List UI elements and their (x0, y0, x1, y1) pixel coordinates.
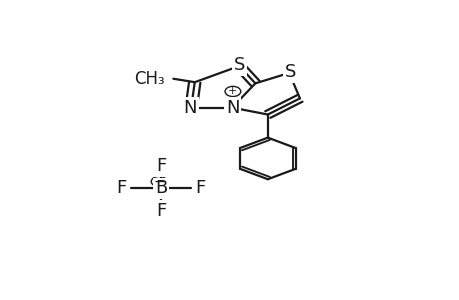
Text: N: N (183, 99, 196, 117)
Text: +: + (228, 86, 237, 96)
Text: CH₃: CH₃ (134, 70, 164, 88)
Text: S: S (233, 56, 245, 74)
Text: F: F (195, 179, 205, 197)
Text: N: N (226, 99, 239, 117)
Text: F: F (156, 157, 166, 175)
Text: F: F (116, 179, 127, 197)
Text: S: S (284, 63, 295, 81)
Text: −: − (153, 175, 165, 188)
Text: F: F (156, 202, 166, 220)
Text: B: B (154, 179, 167, 197)
